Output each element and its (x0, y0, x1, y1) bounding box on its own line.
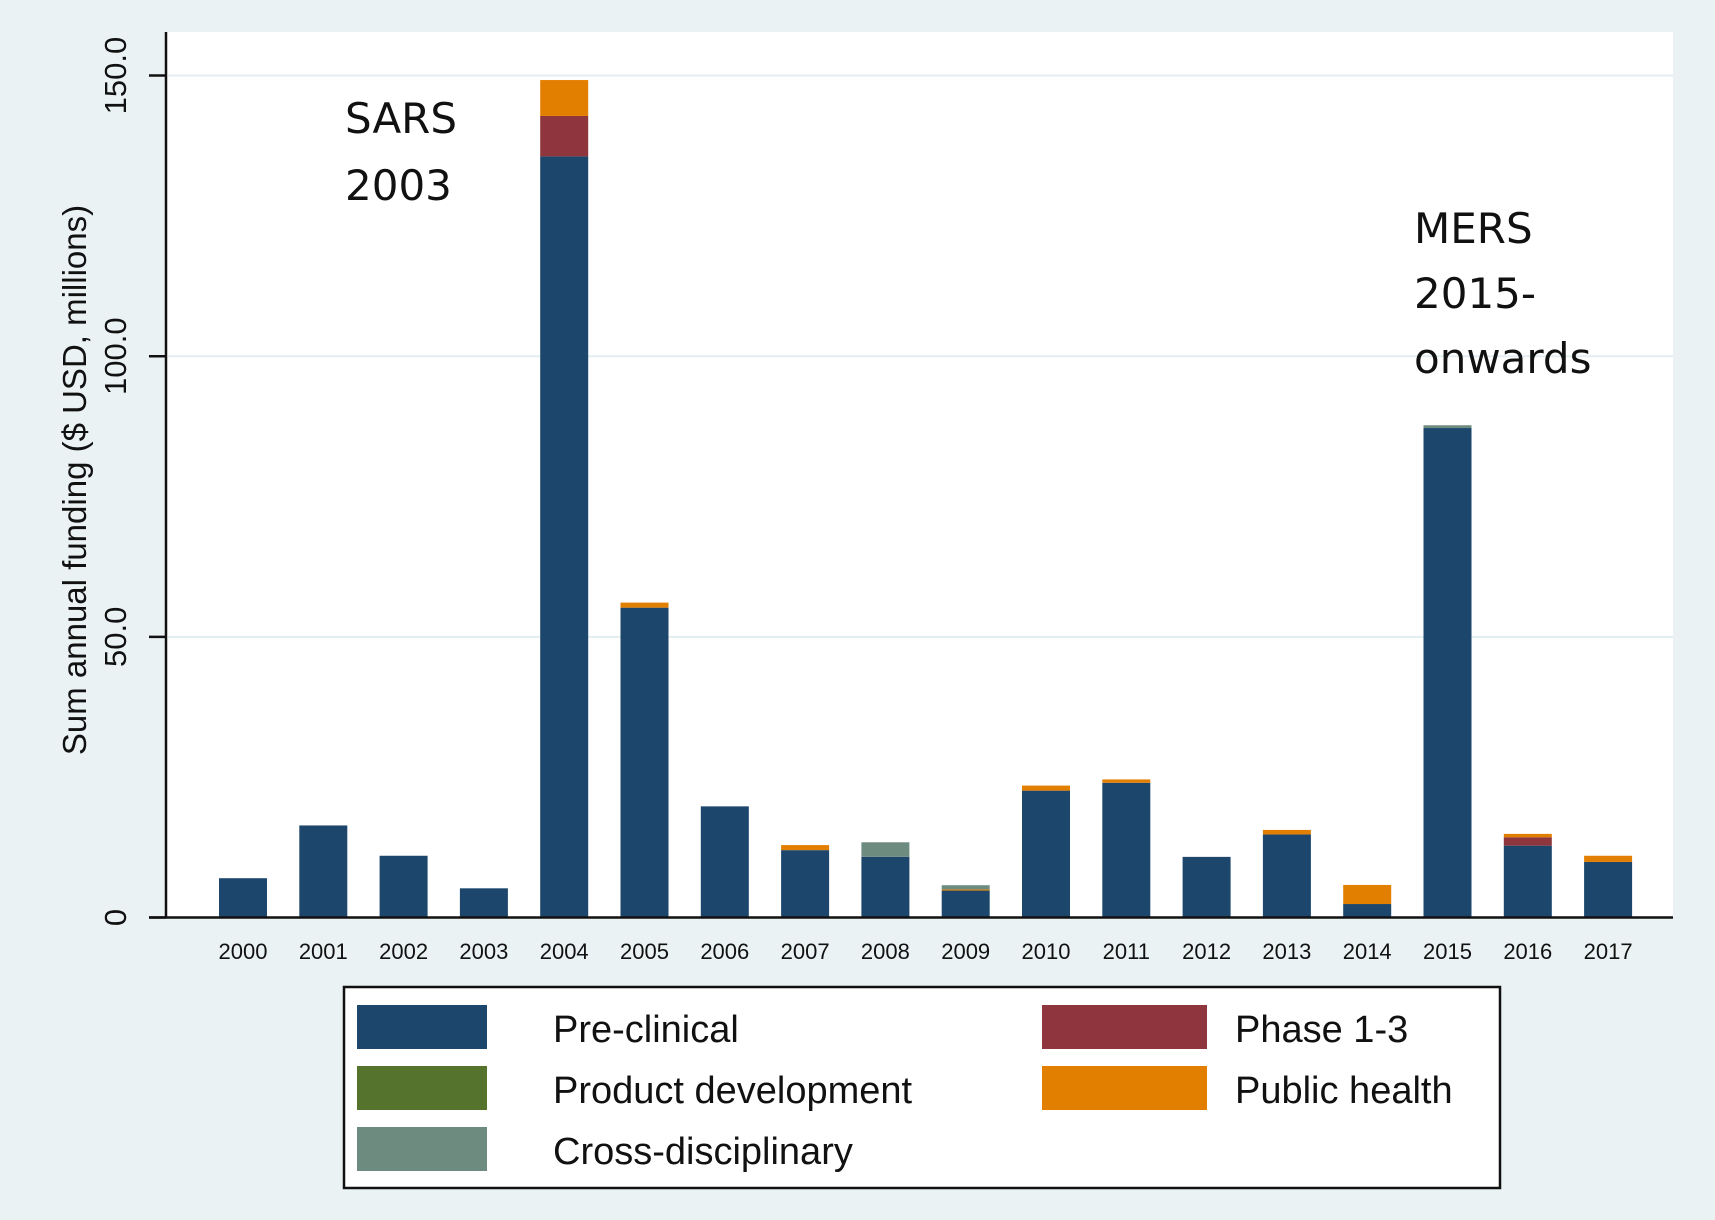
bar-segment-cross-disciplinary (1423, 425, 1472, 429)
bar-stack-2011 (1102, 779, 1151, 918)
mers-annotation-line-1: MERS (1414, 204, 1533, 253)
bar-segment-pre-clinical (781, 850, 830, 918)
legend-swatch-cross-disciplinary (357, 1127, 487, 1171)
bar-segment-pre-clinical (1022, 790, 1070, 918)
x-tick-label: 2014 (1343, 939, 1392, 964)
sars-annotation-line-1: SARS (345, 94, 457, 143)
bar-stack-2014 (1343, 884, 1392, 918)
bar-segment-phase-1-3 (1503, 837, 1552, 846)
x-tick-label: 2012 (1182, 939, 1231, 964)
bar-segment-pre-clinical (219, 878, 267, 918)
x-tick-label: 2007 (781, 939, 830, 964)
legend-box (342, 985, 1502, 1190)
legend-swatch-phase-1-3 (1042, 1005, 1207, 1049)
bar-segment-pre-clinical (941, 890, 990, 918)
bar-segment-pre-clinical (1584, 861, 1633, 918)
bar-segment-pre-clinical (459, 888, 508, 918)
sars-annotation: SARS 2003 (345, 94, 457, 210)
bar-segment-pre-clinical (700, 806, 749, 918)
bar-segment-public-health (1102, 779, 1151, 783)
mers-annotation: MERS 2015- onwards (1414, 204, 1591, 383)
x-axis-ticks: 2000 2001 2002 2003 2004 2005 2006 2007 2008 2009… (219, 939, 1633, 964)
x-tick-label: 2010 (1022, 939, 1071, 964)
mers-annotation-line-3: onwards (1414, 334, 1591, 383)
y-tick-label: 0 (98, 909, 133, 926)
bar-segment-pre-clinical (1102, 782, 1151, 918)
x-tick-label: 2006 (700, 939, 749, 964)
bar-stack-2012 (1182, 856, 1231, 918)
bar-stack-2002 (379, 855, 428, 918)
bar-stack-2010 (1022, 785, 1070, 918)
legend-label-public-health: Public health (1235, 1070, 1453, 1112)
bar-segment-public-health (1262, 829, 1311, 835)
legend-label-pre-clinical: Pre-clinical (553, 1009, 739, 1051)
legend-swatch-public-health (1042, 1066, 1207, 1110)
legend-label-phase-1-3: Phase 1-3 (1235, 1009, 1408, 1051)
y-tick-label: 50.0 (98, 607, 133, 667)
mers-annotation-line-2: 2015- (1414, 269, 1536, 318)
bar-stack-2013 (1262, 829, 1311, 918)
x-tick-label: 2011 (1103, 939, 1150, 964)
bar-stack-2008 (861, 842, 910, 918)
bar-segment-pre-clinical (1343, 904, 1392, 918)
bar-stack-2005 (620, 602, 669, 918)
bar-segment-cross-disciplinary (941, 885, 990, 890)
bar-segment-public-health (1343, 884, 1392, 905)
x-tick-label: 2001 (299, 939, 348, 964)
x-tick-label: 2005 (620, 939, 669, 964)
y-axis-title: Sum annual funding ($ USD, millions) (56, 205, 93, 755)
bar-segment-pre-clinical (1423, 428, 1472, 918)
bar-segment-public-health (1503, 833, 1552, 838)
x-tick-label: 2004 (540, 939, 589, 964)
bar-segment-pre-clinical (379, 855, 428, 918)
x-tick-label: 2015 (1423, 939, 1472, 964)
bar-segment-pre-clinical (1503, 845, 1552, 918)
bar-segment-public-health (1022, 785, 1070, 791)
bar-stack-2016 (1503, 833, 1552, 918)
bar-segment-public-health (941, 889, 990, 891)
legend-label-product-development: Product development (553, 1070, 913, 1112)
bar-segment-public-health (540, 80, 589, 116)
bar-segment-pre-clinical (540, 156, 589, 918)
bar-segment-pre-clinical (299, 825, 348, 918)
legend: Pre-clinical Product development Cross-dis… (342, 985, 1502, 1190)
bar-stack-2004 (540, 80, 589, 918)
y-axis-ticks: 0 50.0 100.0 150.0 (98, 37, 166, 926)
bar-stack-2000 (219, 878, 267, 918)
x-tick-label: 2013 (1262, 939, 1311, 964)
x-tick-label: 2016 (1503, 939, 1552, 964)
bar-segment-phase-1-3 (540, 115, 589, 157)
bar-segment-public-health (781, 845, 830, 851)
legend-label-cross-disciplinary: Cross-disciplinary (553, 1131, 853, 1173)
bar-stack-2006 (700, 806, 749, 918)
plot-area (166, 32, 1673, 917)
bar-segment-pre-clinical (620, 607, 669, 918)
bars (219, 80, 1633, 918)
legend-swatch-pre-clinical (357, 1005, 487, 1049)
bar-stack-2003 (459, 888, 508, 918)
bar-segment-pre-clinical (1182, 856, 1231, 918)
y-tick-label: 100.0 (98, 317, 133, 395)
bar-stack-2001 (299, 825, 348, 918)
gridlines (168, 74, 1673, 638)
sars-annotation-line-2: 2003 (345, 161, 452, 210)
bar-segment-public-health (620, 602, 669, 608)
x-tick-label: 2009 (941, 939, 990, 964)
x-tick-label: 2003 (459, 939, 508, 964)
x-tick-label: 2008 (861, 939, 910, 964)
bar-stack-2009 (941, 885, 990, 918)
bar-stack-2017 (1584, 855, 1633, 918)
bar-segment-pre-clinical (861, 856, 910, 918)
x-tick-label: 2000 (219, 939, 268, 964)
bar-segment-cross-disciplinary (861, 842, 910, 857)
bar-stack-2007 (781, 845, 830, 918)
y-tick-label: 150.0 (98, 37, 133, 115)
x-tick-label: 2002 (379, 939, 428, 964)
bar-segment-pre-clinical (1262, 834, 1311, 918)
legend-swatch-product-development (357, 1066, 487, 1110)
bar-segment-public-health (1584, 855, 1633, 862)
bar-stack-2015 (1423, 425, 1472, 918)
x-tick-label: 2017 (1584, 939, 1633, 964)
